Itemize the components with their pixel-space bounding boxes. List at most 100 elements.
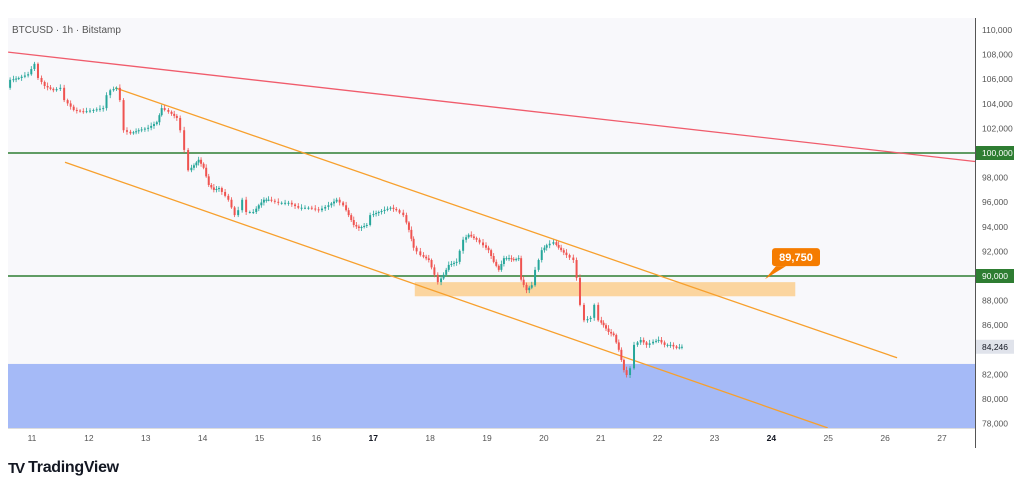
candle-body bbox=[273, 200, 276, 202]
channel-upper-line bbox=[114, 87, 898, 359]
candle-body bbox=[152, 124, 155, 126]
candle-body bbox=[639, 339, 642, 343]
candle-body bbox=[572, 257, 575, 261]
candle-body bbox=[125, 130, 128, 132]
candle-body bbox=[245, 199, 248, 213]
y-tick-label: 82,000 bbox=[982, 369, 1008, 379]
y-tick-label: 102,000 bbox=[982, 123, 1013, 133]
candle-body bbox=[183, 130, 186, 150]
candle-body bbox=[98, 108, 101, 110]
price-level-badge bbox=[976, 146, 1014, 160]
candle-body bbox=[252, 212, 255, 214]
x-tick-label: 23 bbox=[710, 433, 720, 443]
candle-body bbox=[255, 208, 258, 213]
candle-body bbox=[520, 258, 523, 280]
candle-body bbox=[20, 76, 23, 78]
candle-body bbox=[593, 304, 596, 318]
candle-body bbox=[540, 250, 543, 261]
candle-body bbox=[215, 188, 218, 190]
candle-body bbox=[260, 202, 263, 206]
candle-body bbox=[109, 90, 112, 96]
candle-body bbox=[525, 284, 528, 291]
candle-body bbox=[327, 205, 330, 207]
candle-body bbox=[69, 103, 72, 107]
x-tick-label: 13 bbox=[141, 433, 151, 443]
candle-body bbox=[190, 167, 193, 171]
candle-body bbox=[297, 206, 300, 208]
candle-body bbox=[23, 75, 26, 77]
candle-body bbox=[187, 149, 190, 171]
candle-body bbox=[75, 109, 78, 111]
candle-body bbox=[102, 108, 105, 110]
symbol-title: BTCUSD · 1h · Bitstamp bbox=[12, 25, 121, 36]
x-tick-label: 15 bbox=[255, 433, 265, 443]
price-axis[interactable] bbox=[975, 18, 1024, 448]
candle-body bbox=[675, 346, 678, 348]
candle-body bbox=[105, 95, 108, 109]
candle-body bbox=[158, 115, 161, 123]
tradingview-logo[interactable]: TV TradingView bbox=[8, 459, 119, 477]
candle-body bbox=[458, 250, 461, 262]
candle-body bbox=[170, 111, 173, 114]
candle-body bbox=[350, 215, 353, 221]
candle-body bbox=[380, 210, 383, 213]
x-tick-label: 22 bbox=[653, 433, 663, 443]
y-tick-label: 86,000 bbox=[982, 320, 1008, 330]
candle-body bbox=[320, 208, 323, 211]
candle-body bbox=[267, 199, 270, 201]
candle-body bbox=[324, 206, 327, 209]
candle-body bbox=[59, 87, 62, 90]
candle-body bbox=[49, 87, 52, 89]
candle-body bbox=[129, 131, 132, 134]
candle-body bbox=[512, 259, 515, 261]
candle-body bbox=[492, 256, 495, 262]
candle-body bbox=[450, 263, 453, 265]
candle-body bbox=[167, 109, 170, 112]
candle-body bbox=[565, 252, 568, 256]
candle-body bbox=[357, 226, 360, 229]
candle-body bbox=[600, 320, 603, 323]
candle-body bbox=[270, 199, 273, 201]
candle-body bbox=[445, 269, 448, 275]
candle-body bbox=[307, 207, 310, 209]
candle-body bbox=[294, 204, 297, 207]
candle-body bbox=[478, 239, 481, 243]
x-tick-label: 24 bbox=[767, 433, 777, 443]
candle-body bbox=[475, 238, 478, 240]
candle-body bbox=[300, 207, 303, 209]
time-axis[interactable] bbox=[8, 428, 975, 449]
candle-body bbox=[620, 349, 623, 360]
candle-body bbox=[137, 130, 140, 132]
candle-body bbox=[586, 319, 589, 321]
candle-body bbox=[220, 188, 223, 192]
candle-body bbox=[205, 167, 208, 177]
candle-body bbox=[175, 115, 178, 118]
chart-plot-area[interactable] bbox=[8, 18, 975, 428]
candle-body bbox=[95, 109, 98, 111]
candle-body bbox=[335, 199, 338, 202]
candle-body bbox=[495, 261, 498, 266]
candle-body bbox=[355, 224, 358, 227]
x-tick-label: 11 bbox=[28, 433, 37, 443]
candle-body bbox=[505, 258, 508, 260]
candle-body bbox=[568, 255, 571, 258]
y-tick-label: 96,000 bbox=[982, 197, 1008, 207]
y-tick-label: 100,000 bbox=[982, 148, 1013, 158]
candle-body bbox=[155, 122, 158, 125]
x-tick-label: 14 bbox=[198, 433, 208, 443]
candle-body bbox=[314, 208, 317, 210]
candle-body bbox=[405, 215, 408, 223]
candle-body bbox=[237, 210, 240, 216]
candle-body bbox=[472, 236, 475, 239]
candle-body bbox=[230, 199, 233, 208]
candle-body bbox=[597, 304, 600, 321]
y-tick-label: 98,000 bbox=[982, 173, 1008, 183]
candle-body bbox=[160, 108, 163, 116]
candle-body bbox=[347, 210, 350, 216]
candle-body bbox=[27, 74, 30, 76]
candle-body bbox=[510, 258, 513, 260]
candle-body bbox=[430, 260, 433, 268]
candle-body bbox=[672, 344, 675, 347]
candle-body bbox=[224, 191, 227, 196]
candle-body bbox=[277, 201, 280, 203]
